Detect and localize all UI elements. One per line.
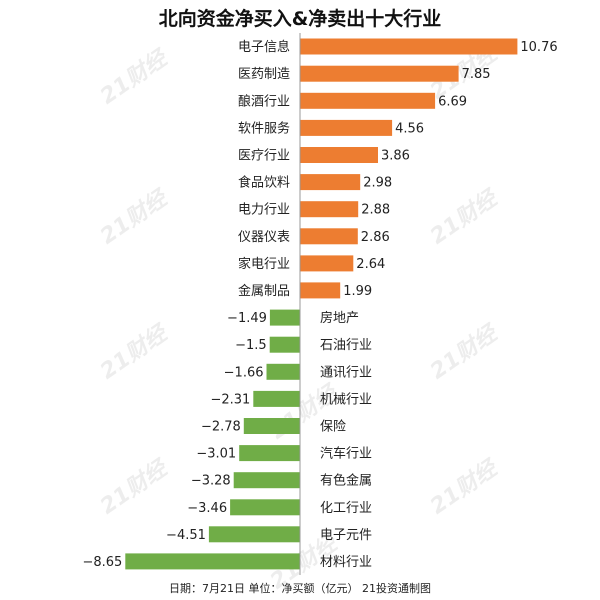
value-label: −2.31: [210, 392, 250, 407]
category-label: 酿酒行业: [238, 93, 290, 109]
bar-电子元件: [208, 526, 300, 543]
bar-有色金属: [233, 472, 300, 489]
value-label: −2.78: [201, 420, 241, 435]
value-label: 2.88: [361, 203, 390, 218]
category-label: 医疗行业: [238, 149, 290, 164]
category-label: 医药制造: [238, 67, 290, 82]
value-label: 2.86: [361, 230, 390, 245]
bar-家电行业: [300, 255, 354, 272]
value-label: −8.65: [82, 555, 122, 570]
bar-医药制造: [300, 65, 459, 82]
value-label: −1.66: [224, 365, 264, 380]
bar-房地产: [269, 309, 300, 326]
category-label: 软件服务: [238, 120, 290, 136]
category-label: 金属制品: [238, 283, 290, 299]
category-label: 化工行业: [320, 501, 372, 516]
value-label: 4.56: [395, 121, 424, 136]
value-label: 2.98: [363, 176, 392, 191]
category-label: 石油行业: [320, 338, 372, 353]
bar-电力行业: [300, 201, 359, 218]
value-label: −3.01: [196, 447, 236, 462]
bar-石油行业: [269, 336, 300, 353]
category-label: 房地产: [320, 310, 359, 326]
value-label: 6.69: [438, 94, 467, 109]
bar-机械行业: [253, 390, 300, 407]
bar-酿酒行业: [300, 92, 436, 109]
chart-title: 北向资金净买入&净卖出十大行业: [158, 8, 442, 30]
bar-保险: [243, 418, 300, 434]
value-label: 7.85: [462, 67, 491, 82]
category-label: 食品饮料: [238, 175, 290, 191]
bar-食品饮料: [300, 174, 361, 191]
category-label: 材料行业: [320, 555, 372, 570]
bar-电子信息: [300, 38, 518, 55]
footer-note: 日期：7月21日 单位：净买额（亿元） 21投资通制图: [169, 582, 431, 595]
value-label: 2.64: [356, 257, 385, 272]
category-label: 家电行业: [238, 256, 290, 272]
category-label: 仪器仪表: [238, 230, 290, 245]
category-label: 通讯行业: [320, 365, 372, 380]
value-label: −3.46: [187, 501, 227, 516]
category-label: 电子元件: [320, 528, 372, 543]
bar-医疗行业: [300, 147, 378, 163]
value-label: 10.76: [520, 40, 557, 55]
value-label: 1.99: [343, 284, 372, 299]
value-label: −1.5: [235, 338, 267, 353]
bar-材料行业: [125, 553, 300, 570]
category-label: 机械行业: [320, 392, 372, 407]
value-label: 3.86: [381, 149, 410, 164]
value-label: −3.28: [191, 474, 231, 489]
category-label: 汽车行业: [320, 446, 372, 462]
category-label: 电力行业: [238, 203, 290, 218]
category-label: 有色金属: [320, 473, 372, 489]
value-label: −1.49: [227, 311, 267, 326]
bar-化工行业: [230, 499, 300, 516]
category-label: 保险: [320, 420, 346, 435]
bar-汽车行业: [239, 445, 300, 462]
category-label: 电子信息: [238, 39, 290, 55]
bar-仪器仪表: [300, 228, 358, 245]
bar-通讯行业: [266, 363, 300, 380]
value-label: −4.51: [166, 528, 206, 543]
bar-金属制品: [300, 282, 341, 299]
bar-软件服务: [300, 119, 393, 136]
